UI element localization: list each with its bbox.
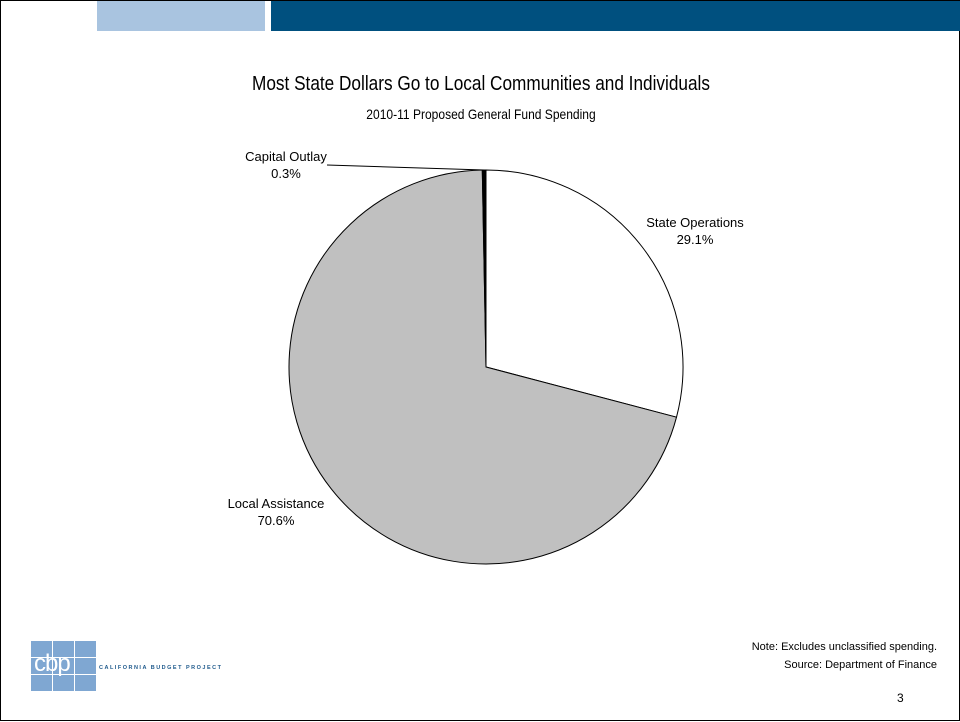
label-local-assistance-name: Local Assistance — [227, 496, 325, 511]
label-local-assistance-value: 70.6% — [257, 513, 295, 528]
label-state-operations: State Operations 29.1% — [625, 214, 765, 248]
label-capital-outlay: Capital Outlay 0.3% — [231, 148, 341, 182]
note-text: Note: Excludes unclassified spending. — [751, 641, 937, 653]
label-capital-outlay-name: Capital Outlay — [245, 149, 327, 164]
source-text: Source: Department of Finance — [784, 659, 937, 671]
chart-title: Most State Dollars Go to Local Communiti… — [252, 73, 710, 95]
logo-caption: CALIFORNIA BUDGET PROJECT — [99, 665, 223, 671]
header-bar-light — [97, 1, 265, 31]
footer-note: Note: Excludes unclassified spending. So… — [752, 638, 937, 674]
label-state-operations-value: 29.1% — [676, 232, 714, 247]
label-state-operations-name: State Operations — [646, 215, 744, 230]
cbp-logo: cbp — [31, 641, 97, 693]
pie-slice-state-operations — [485, 169, 684, 418]
logo-text: cbp — [34, 650, 71, 677]
page-number: 3 — [897, 691, 904, 705]
pie-slice-local-assistance — [288, 169, 678, 565]
chart-subtitle: 2010-11 Proposed General Fund Spending — [366, 106, 596, 122]
header-bar-dark — [271, 1, 960, 31]
label-capital-outlay-value: 0.3% — [271, 166, 301, 181]
leader-line-capital-outlay — [326, 164, 485, 171]
label-local-assistance: Local Assistance 70.6% — [211, 495, 341, 529]
